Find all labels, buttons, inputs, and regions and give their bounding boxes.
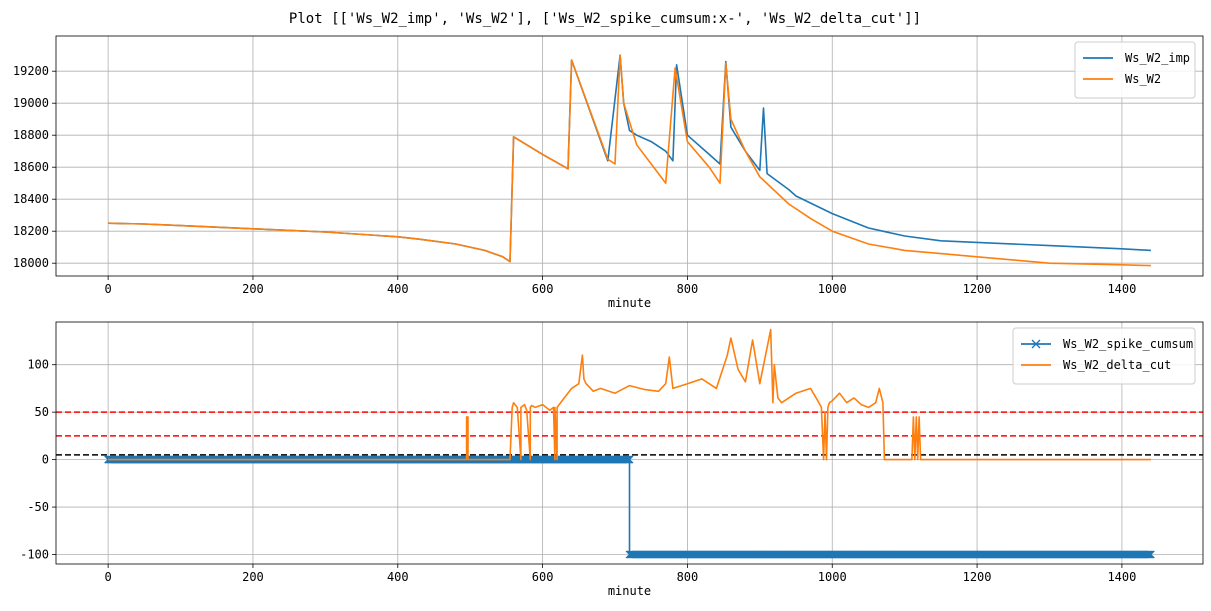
top-ytick-label: 19000 <box>13 96 49 110</box>
bottom-xtick-label: 200 <box>242 570 264 584</box>
top-xtick-label: 1000 <box>818 282 847 296</box>
bottom-xtick-label: 800 <box>677 570 699 584</box>
bottom-plot-area <box>56 328 1203 559</box>
bottom-marker <box>625 455 634 464</box>
bottom-legend-label: Ws_W2_delta_cut <box>1063 358 1171 372</box>
top-xtick-label: 1200 <box>963 282 992 296</box>
top-ytick-label: 18600 <box>13 160 49 174</box>
top-xtick-label: 800 <box>677 282 699 296</box>
top-xtick-label: 600 <box>532 282 554 296</box>
figure-title: Plot [['Ws_W2_imp', 'Ws_W2'], ['Ws_W2_sp… <box>289 11 921 27</box>
top-ytick-label: 18400 <box>13 192 49 206</box>
bottom-legend-marker <box>1031 339 1041 349</box>
bottom-series-Ws_W2_delta_cut <box>108 328 1151 461</box>
top-ytick-label: 18800 <box>13 128 49 142</box>
top-xtick-label: 200 <box>242 282 264 296</box>
top-xtick-label: 400 <box>387 282 409 296</box>
top-xtick-label: 1400 <box>1107 282 1136 296</box>
bottom-legend: Ws_W2_spike_cumsum Ws_W2_delta_cut <box>1012 327 1196 385</box>
bottom-ytick-label: 0 <box>42 453 49 467</box>
top-legend: Ws_W2_imp Ws_W2 <box>1074 41 1196 99</box>
top-xlabel: minute <box>608 296 651 310</box>
top-ytick-label: 18200 <box>13 224 49 238</box>
bottom-xtick-label: 0 <box>105 570 112 584</box>
bottom-ytick-label: 100 <box>27 358 49 372</box>
top-axes: 0 200 400 600 800 1000 1200 1400 18000 18200 18400… <box>13 35 1204 310</box>
bottom-frame <box>55 321 1204 565</box>
bottom-ytick-label: 50 <box>35 405 49 419</box>
top-plot-area <box>108 54 1151 267</box>
bottom-ytick-label: -100 <box>20 548 49 562</box>
bottom-xtick-label: 1200 <box>963 570 992 584</box>
top-xtick-label: 0 <box>105 282 112 296</box>
bottom-legend-box <box>1012 327 1196 385</box>
top-legend-label: Ws_W2 <box>1125 72 1161 86</box>
top-series-Ws_W2 <box>108 54 1151 267</box>
top-frame <box>55 35 1204 277</box>
bottom-xtick-label: 600 <box>532 570 554 584</box>
bottom-marker <box>1146 550 1155 559</box>
bottom-axes: 0 200 400 600 800 1000 1200 1400 -100 -50 0 50 100 mi… <box>20 321 1204 598</box>
top-legend-box <box>1074 41 1196 99</box>
top-legend-label: Ws_W2_imp <box>1125 51 1190 65</box>
bottom-xlabel: minute <box>608 584 651 598</box>
bottom-xtick-label: 1400 <box>1107 570 1136 584</box>
bottom-ytick-label: -50 <box>27 500 49 514</box>
top-grid <box>56 36 1203 276</box>
top-ytick-label: 19200 <box>13 64 49 78</box>
top-ytick-label: 18000 <box>13 256 49 270</box>
bottom-xtick-label: 1000 <box>818 570 847 584</box>
bottom-xtick-label: 400 <box>387 570 409 584</box>
bottom-markers-Ws_W2_spike_cumsum <box>104 455 1155 559</box>
bottom-legend-label: Ws_W2_spike_cumsum <box>1063 337 1193 351</box>
